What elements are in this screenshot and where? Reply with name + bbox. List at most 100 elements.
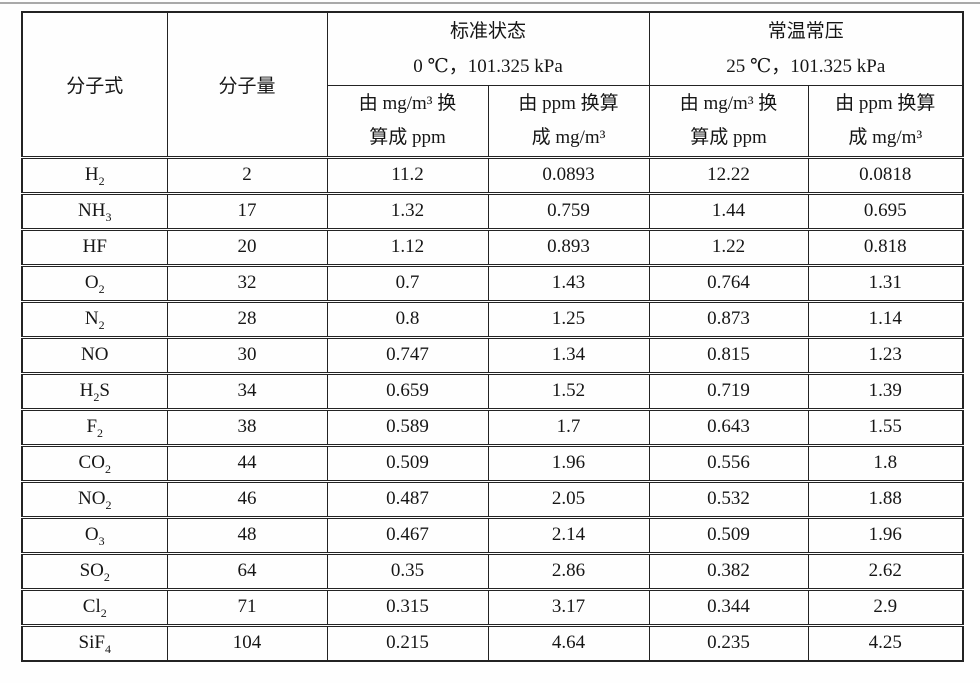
cell-molecular-formula: N2 (21, 299, 168, 338)
cell-ntp-ppm-to-mg: 1.39 (807, 371, 964, 410)
header-group-standard-state: 标准状态 0 ℃，101.325 kPa (326, 11, 650, 86)
cell-ntp-ppm-to-mg: 1.55 (807, 407, 964, 446)
cell-molecular-formula: HF (21, 227, 168, 266)
cell-std-ppm-to-mg: 4.64 (487, 623, 650, 662)
table-row: NO 30 0.747 1.34 0.815 1.23 (21, 335, 964, 374)
header-ntp-ppm-to-mg: 由 ppm 换算 成 mg/m³ (807, 84, 964, 158)
cell-molecular-weight: 2 (166, 155, 328, 194)
cell-std-mg-to-ppm: 1.32 (326, 191, 489, 230)
table-row: NO2 46 0.487 2.05 0.532 1.88 (21, 479, 964, 518)
cell-molecular-weight: 20 (166, 227, 328, 266)
table-row: H2S 34 0.659 1.52 0.719 1.39 (21, 371, 964, 410)
cell-ntp-mg-to-ppm: 1.22 (648, 227, 809, 266)
cell-molecular-weight: 30 (166, 335, 328, 374)
table-body: H2 2 11.2 0.0893 12.22 0.0818 NH3 17 1.3… (21, 155, 964, 662)
cell-ntp-mg-to-ppm: 0.382 (648, 551, 809, 590)
cell-ntp-ppm-to-mg: 1.8 (807, 443, 964, 482)
cell-std-mg-to-ppm: 0.589 (326, 407, 489, 446)
cell-molecular-weight: 34 (166, 371, 328, 410)
cell-std-ppm-to-mg: 1.34 (487, 335, 650, 374)
cell-std-mg-to-ppm: 0.315 (326, 587, 489, 626)
cell-ntp-mg-to-ppm: 0.344 (648, 587, 809, 626)
cell-ntp-mg-to-ppm: 0.873 (648, 299, 809, 338)
cell-molecular-formula: F2 (21, 407, 168, 446)
cell-molecular-weight: 17 (166, 191, 328, 230)
cell-ntp-mg-to-ppm: 0.764 (648, 263, 809, 302)
cell-molecular-weight: 44 (166, 443, 328, 482)
header-molecular-weight: 分子量 (166, 11, 328, 158)
cell-ntp-mg-to-ppm: 0.509 (648, 515, 809, 554)
cell-std-mg-to-ppm: 0.659 (326, 371, 489, 410)
subheader-line: 由 mg/m³ 换 (679, 92, 778, 114)
subheader-line: 成 mg/m³ (848, 126, 923, 148)
cell-ntp-ppm-to-mg: 1.96 (807, 515, 964, 554)
cell-molecular-formula: H2S (21, 371, 168, 410)
cell-std-mg-to-ppm: 0.215 (326, 623, 489, 662)
table-header: 分子式 分子量 标准状态 0 ℃，101.325 kPa 常温常压 25 ℃，1… (21, 11, 964, 158)
table-row: O3 48 0.467 2.14 0.509 1.96 (21, 515, 964, 554)
cell-std-mg-to-ppm: 1.12 (326, 227, 489, 266)
cell-molecular-formula: NO (21, 335, 168, 374)
cell-molecular-formula: Cl2 (21, 587, 168, 626)
cell-std-mg-to-ppm: 0.7 (326, 263, 489, 302)
header-ntp-mg-to-ppm: 由 mg/m³ 换 算成 ppm (648, 84, 809, 158)
header-sub-row: 由 mg/m³ 换 算成 ppm 由 ppm 换算 成 mg/m³ 由 mg/m… (22, 84, 964, 158)
cell-molecular-formula: SO2 (21, 551, 168, 590)
cell-ntp-mg-to-ppm: 0.815 (648, 335, 809, 374)
header-group-ntp: 常温常压 25 ℃，101.325 kPa (648, 11, 964, 86)
header-molecular-formula: 分子式 (21, 11, 168, 158)
cell-molecular-weight: 32 (166, 263, 328, 302)
cell-ntp-ppm-to-mg: 2.62 (807, 551, 964, 590)
subheader-line: 算成 ppm (690, 126, 767, 148)
cell-std-mg-to-ppm: 11.2 (326, 155, 489, 194)
group-standard-title: 标准状态 (450, 20, 527, 42)
cell-molecular-weight: 64 (166, 551, 328, 590)
cell-molecular-weight: 46 (166, 479, 328, 518)
table-row: HF 20 1.12 0.893 1.22 0.818 (21, 227, 964, 266)
cell-std-ppm-to-mg: 3.17 (487, 587, 650, 626)
table-row: CO2 44 0.509 1.96 0.556 1.8 (21, 443, 964, 482)
gas-conversion-table: 分子式 分子量 标准状态 0 ℃，101.325 kPa 常温常压 25 ℃，1… (21, 11, 965, 662)
cell-molecular-weight: 48 (166, 515, 328, 554)
cell-ntp-mg-to-ppm: 1.44 (648, 191, 809, 230)
subheader-line: 成 mg/m³ (531, 126, 606, 148)
cell-std-ppm-to-mg: 1.25 (487, 299, 650, 338)
cell-std-ppm-to-mg: 2.05 (487, 479, 650, 518)
cell-std-ppm-to-mg: 0.759 (487, 191, 650, 230)
cell-ntp-ppm-to-mg: 1.14 (807, 299, 964, 338)
cell-molecular-formula: SiF4 (21, 623, 168, 662)
cell-std-ppm-to-mg: 0.893 (487, 227, 650, 266)
cell-molecular-weight: 104 (166, 623, 328, 662)
cell-ntp-ppm-to-mg: 1.31 (807, 263, 964, 302)
cell-ntp-mg-to-ppm: 12.22 (648, 155, 809, 194)
header-group-row: 分子式 分子量 标准状态 0 ℃，101.325 kPa 常温常压 25 ℃，1… (21, 11, 964, 158)
cell-molecular-formula: NO2 (21, 479, 168, 518)
cell-std-mg-to-ppm: 0.747 (326, 335, 489, 374)
cell-std-ppm-to-mg: 1.52 (487, 371, 650, 410)
subheader-line: 由 ppm 换算 (835, 92, 936, 114)
cell-molecular-weight: 38 (166, 407, 328, 446)
cell-std-ppm-to-mg: 2.14 (487, 515, 650, 554)
cell-std-ppm-to-mg: 0.0893 (487, 155, 650, 194)
table-row: F2 38 0.589 1.7 0.643 1.55 (21, 407, 964, 446)
cell-ntp-ppm-to-mg: 1.88 (807, 479, 964, 518)
cell-std-ppm-to-mg: 1.43 (487, 263, 650, 302)
cell-ntp-ppm-to-mg: 0.818 (807, 227, 964, 266)
cell-molecular-formula: CO2 (21, 443, 168, 482)
table-row: NH3 17 1.32 0.759 1.44 0.695 (21, 191, 964, 230)
cell-std-ppm-to-mg: 2.86 (487, 551, 650, 590)
cell-molecular-formula: H2 (21, 155, 168, 194)
cell-molecular-weight: 28 (166, 299, 328, 338)
cell-molecular-formula: O3 (21, 515, 168, 554)
cell-ntp-mg-to-ppm: 0.643 (648, 407, 809, 446)
cell-std-mg-to-ppm: 0.467 (326, 515, 489, 554)
cell-ntp-ppm-to-mg: 1.23 (807, 335, 964, 374)
header-std-ppm-to-mg: 由 ppm 换算 成 mg/m³ (487, 84, 650, 158)
subheader-line: 算成 ppm (369, 126, 446, 148)
group-ntp-condition: 25 ℃，101.325 kPa (726, 55, 886, 77)
cell-ntp-ppm-to-mg: 0.695 (807, 191, 964, 230)
cell-ntp-mg-to-ppm: 0.719 (648, 371, 809, 410)
header-std-mg-to-ppm: 由 mg/m³ 换 算成 ppm (326, 84, 489, 158)
cell-ntp-mg-to-ppm: 0.235 (648, 623, 809, 662)
